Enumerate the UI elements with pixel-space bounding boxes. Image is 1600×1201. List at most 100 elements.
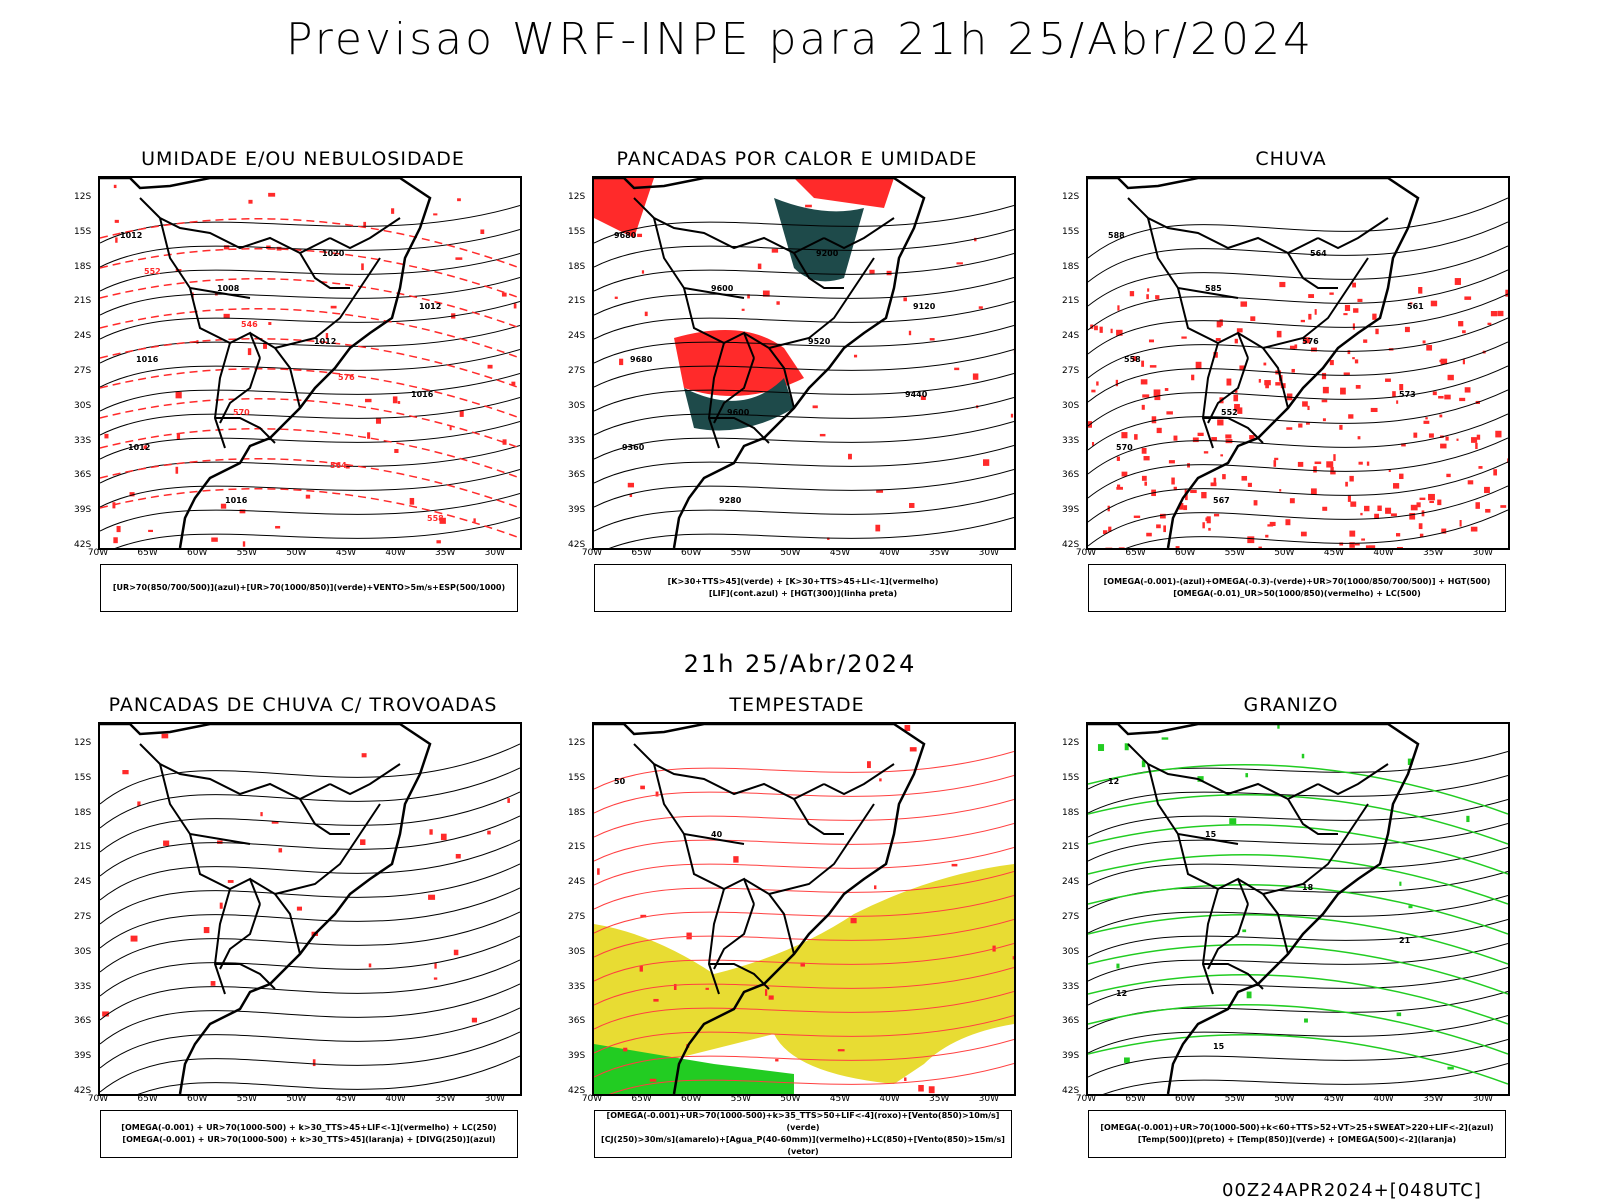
field-pixel	[1477, 435, 1480, 440]
field-pixel	[1302, 754, 1304, 758]
field-pixel	[1264, 380, 1271, 385]
field-pixel	[628, 483, 634, 488]
field-pixel	[1466, 816, 1469, 822]
lat-tick-label: 24S	[74, 331, 91, 341]
field-pixel	[1478, 466, 1482, 469]
field-pixel	[393, 396, 398, 403]
field-pixel	[1285, 519, 1290, 525]
field-pixel	[1240, 301, 1247, 306]
legend-line: [K>30+TTS>45](verde) + [K>30+TTS>45+LI<-…	[595, 576, 1011, 588]
field-pixel	[1397, 547, 1403, 548]
field-pixel	[1348, 414, 1353, 418]
field-pixel	[1462, 330, 1466, 333]
field-pixel	[1330, 467, 1333, 474]
instability-area	[794, 178, 894, 208]
contour-line	[100, 470, 520, 508]
field-pixel	[1356, 385, 1361, 389]
contour-label: 1020	[322, 249, 345, 258]
field-pixel	[1286, 427, 1292, 430]
field-pixel	[1124, 1057, 1130, 1062]
field-pixel	[224, 314, 230, 319]
field-pixel	[910, 747, 917, 751]
field-pixel	[410, 498, 414, 505]
field-pixel	[1426, 345, 1432, 351]
field-pixel	[615, 297, 618, 299]
contour-line	[594, 278, 1014, 316]
field-pixel	[113, 537, 117, 543]
field-pixel	[1173, 436, 1177, 441]
field-pixel	[488, 365, 493, 369]
field-pixel	[1460, 520, 1462, 527]
field-pixel	[1142, 394, 1149, 397]
contour-line	[594, 752, 1014, 790]
lat-tick-label: 21S	[1062, 296, 1079, 306]
lat-tick-label: 15S	[74, 227, 91, 237]
contour-line	[1088, 872, 1508, 910]
field-pixel	[480, 229, 484, 234]
field-pixel	[1416, 502, 1420, 507]
field-pixel	[929, 1086, 935, 1093]
field-pixel	[1301, 320, 1305, 322]
field-pixel	[794, 374, 800, 379]
field-pixel	[1247, 992, 1252, 999]
contour-line	[594, 302, 1014, 340]
contour-label: 1016	[411, 390, 434, 399]
field-pixel	[1220, 319, 1223, 325]
contour-line	[594, 374, 1014, 412]
field-pixel	[367, 432, 370, 439]
field-pixel	[623, 1048, 627, 1052]
field-pixel	[765, 989, 767, 996]
contour-line	[1088, 752, 1508, 790]
contour-label: 588	[1108, 231, 1125, 240]
field-pixel	[220, 903, 223, 909]
field-pixel	[148, 530, 153, 532]
field-pixel	[1458, 321, 1463, 326]
field-pixel	[362, 753, 367, 757]
field-pixel	[1311, 488, 1317, 494]
lat-tick-label: 24S	[568, 331, 585, 341]
lat-tick-label: 33S	[568, 982, 585, 992]
field-pixel	[1344, 372, 1350, 375]
field-pixel	[1155, 295, 1159, 299]
contour-line	[594, 350, 1014, 388]
lat-tick-label: 36S	[1062, 1016, 1079, 1026]
field-pixel	[930, 338, 935, 340]
field-pixel	[742, 309, 745, 311]
field-pixel	[331, 306, 337, 309]
contour-label: 9120	[913, 302, 936, 311]
contour-label: 576	[338, 373, 355, 382]
field-pixel	[1117, 305, 1119, 310]
field-pixel	[268, 193, 275, 197]
field-pixel	[1399, 474, 1403, 479]
field-pixel	[1134, 516, 1140, 518]
field-pixel	[176, 392, 182, 398]
lat-tick-label: 15S	[568, 773, 585, 783]
field-pixel	[1391, 513, 1397, 516]
field-pixel	[1302, 401, 1308, 406]
field-pixel	[248, 348, 251, 355]
field-pixel	[1500, 505, 1506, 508]
legend-line: [UR>70(850/700/500)](azul)+[UR>70(1000/8…	[101, 582, 517, 594]
field-pixel	[1385, 508, 1391, 514]
field-pixel	[983, 459, 989, 466]
legend-line: [OMEGA(-0.001)+UR>70(1000-500)+k>35_TTS>…	[595, 1110, 1011, 1134]
field-pixel	[1439, 360, 1445, 362]
lat-tick-label: 30S	[1062, 947, 1079, 957]
lat-tick-label: 21S	[74, 296, 91, 306]
field-pixel	[1448, 375, 1454, 380]
contour-line	[100, 1008, 520, 1068]
contour-line	[1088, 975, 1508, 1024]
contour-line	[100, 278, 520, 316]
field-pixel	[1304, 1019, 1308, 1023]
field-pixel	[1468, 480, 1474, 484]
field-pixel	[1116, 487, 1123, 490]
field-pixel	[1475, 502, 1479, 509]
country-border	[1318, 218, 1388, 248]
lat-tick-label: 24S	[1062, 877, 1079, 887]
field-pixel	[1233, 395, 1238, 402]
field-pixel	[433, 213, 437, 215]
lat-tick-label: 15S	[1062, 773, 1079, 783]
contour-line	[100, 518, 520, 549]
field-pixel	[1214, 478, 1217, 484]
